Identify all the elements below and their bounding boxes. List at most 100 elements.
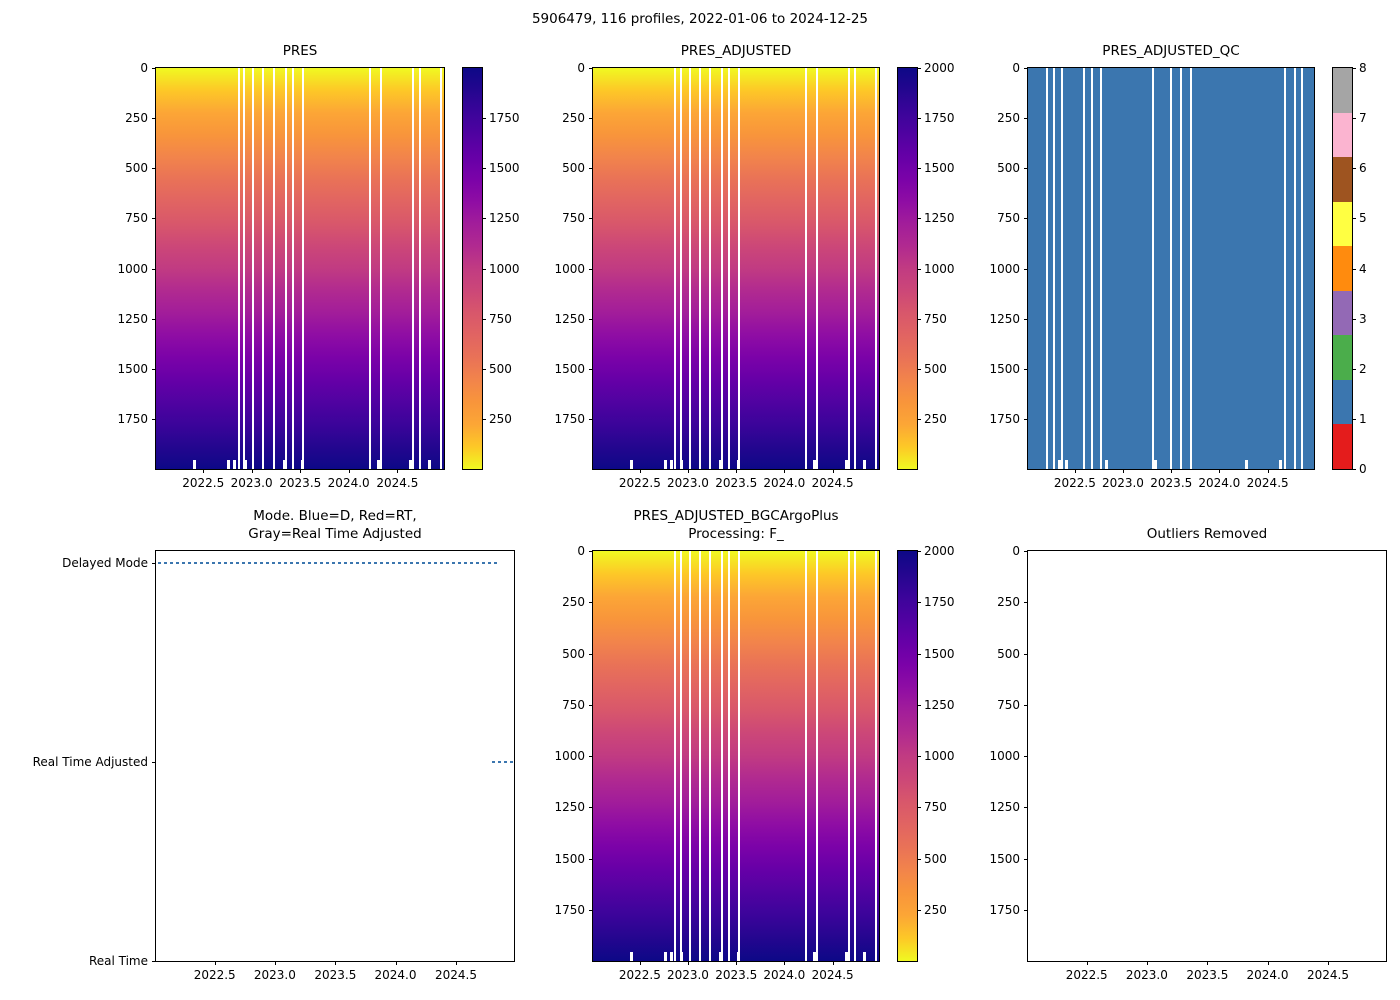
colorbar-segment <box>1333 335 1352 380</box>
colorbar-tick-mark <box>1352 118 1356 120</box>
short-profile-notch <box>812 460 816 469</box>
colorbar-tick-label: 1000 <box>489 261 520 276</box>
colorbar-tick-label: 1000 <box>924 749 955 763</box>
colorbar-tick-label: 0 <box>1359 462 1367 476</box>
x-tick-label: 2024.5 <box>435 968 477 982</box>
short-profile-notch <box>1244 460 1248 469</box>
y-tick-mark <box>152 68 156 69</box>
x-tick-label: 2024.5 <box>811 476 854 490</box>
y-tick-mark <box>152 318 156 320</box>
short-profile-notch <box>663 460 667 469</box>
x-tick-mark <box>348 469 350 473</box>
short-profile-notch <box>1279 460 1283 469</box>
y-tick-mark <box>1024 858 1028 860</box>
y-tick-mark <box>589 858 593 860</box>
colorbar-tick-mark <box>917 858 921 860</box>
short-profile-notch <box>812 952 816 961</box>
x-tick-label: 2023.5 <box>1186 968 1229 982</box>
pres-adjusted-qc-plot-area: 2022.5 2023.0 2023.5 2024.0 2024.5 0 250 500 750… <box>989 61 1315 490</box>
y-tick-label: 1250 <box>554 800 585 815</box>
missing-profile-gap <box>1082 68 1085 469</box>
missing-profile-gap <box>237 68 240 469</box>
subplot-pres-adjusted-title: PRES_ADJUSTED <box>680 43 792 60</box>
y-tick-mark <box>589 807 593 809</box>
x-tick-label: 2024.5 <box>376 476 419 490</box>
missing-profile-gap <box>738 68 740 469</box>
y-tick-label: 0 <box>1012 61 1020 75</box>
y-tick-label: 0 <box>577 544 585 558</box>
y-tick-mark <box>589 68 593 69</box>
y-tick-label: Real Time Adjusted <box>32 755 148 770</box>
y-tick-label: 750 <box>562 697 585 712</box>
x-tick-mark <box>639 961 641 965</box>
y-tick-mark <box>152 563 156 565</box>
colorbar-tick-label: 8 <box>1359 61 1367 75</box>
missing-profile-gap <box>243 68 246 469</box>
missing-profile-gap <box>673 551 676 961</box>
x-tick-mark <box>1267 961 1269 965</box>
y-tick-mark <box>152 418 156 420</box>
x-tick-mark <box>1086 961 1088 965</box>
x-tick-label: 2024.5 <box>1246 476 1289 490</box>
colorbar-tick-label: 7 <box>1359 111 1367 126</box>
short-profile-notch <box>629 460 633 469</box>
short-profile-notch <box>663 952 667 961</box>
x-tick-mark <box>397 469 399 473</box>
missing-profile-gap <box>698 68 701 469</box>
y-tick-mark <box>1024 118 1028 120</box>
colorbar-tick-mark <box>917 118 921 120</box>
colorbar-tick-label: 500 <box>924 361 947 376</box>
figure-title: 5906479, 116 profiles, 2022-01-06 to 202… <box>531 11 869 27</box>
short-profile-notch <box>844 952 848 961</box>
x-tick-label: 2023.0 <box>230 476 273 490</box>
colorbar-tick-label: 1500 <box>924 646 955 661</box>
missing-profile-gap <box>439 68 442 469</box>
x-tick-label: 2022.5 <box>618 476 661 490</box>
y-tick-mark <box>1024 368 1028 370</box>
short-profile-notch <box>629 952 633 961</box>
subplot-pres: PRES 2022.5 2023.0 2023.5 2024.0 2024.5 0 250 5… <box>117 43 445 490</box>
short-profile-notch <box>737 460 741 469</box>
x-tick-mark <box>300 469 302 473</box>
pres-adjusted-plot-area: 2022.5 2023.0 2023.5 2024.0 2024.5 0 250 500 750… <box>554 61 880 490</box>
missing-profile-gap <box>412 68 415 469</box>
x-tick-mark <box>1267 469 1269 473</box>
missing-profile-gap <box>1090 68 1093 469</box>
short-profile-notch <box>301 460 305 469</box>
colorbar-tick-mark <box>1352 268 1356 270</box>
colorbar-tick-mark <box>917 807 921 809</box>
y-tick-mark <box>1024 704 1028 706</box>
y-tick-mark <box>589 909 593 911</box>
colorbar-tick-mark <box>917 68 921 69</box>
x-tick-mark <box>274 961 276 965</box>
missing-profile-gap <box>1152 68 1155 469</box>
y-tick-mark <box>1024 756 1028 757</box>
y-tick-label: 1500 <box>117 361 148 376</box>
missing-profile-gap <box>688 68 691 469</box>
y-tick-label: 750 <box>997 211 1020 226</box>
x-tick-label: 2023.0 <box>666 476 709 490</box>
colorbar-tick-label: 1500 <box>924 161 955 176</box>
y-tick-mark <box>589 218 593 220</box>
y-tick-label: 1500 <box>989 851 1020 866</box>
colorbar-tick-mark <box>917 168 921 170</box>
colorbar-tick-mark <box>482 368 486 370</box>
missing-profile-gap <box>285 68 288 469</box>
y-tick-mark <box>152 368 156 370</box>
x-tick-label: 2024.0 <box>1246 968 1289 982</box>
missing-profile-gap <box>1052 68 1055 469</box>
x-tick-mark <box>1122 469 1124 473</box>
short-profile-notch <box>679 460 683 469</box>
missing-profile-gap <box>688 551 691 961</box>
y-tick-label: 1250 <box>989 800 1020 815</box>
x-tick-label: 2024.5 <box>811 968 854 982</box>
short-profile-notch <box>243 460 247 469</box>
colorbar-tick-mark <box>917 909 921 911</box>
colorbar-tick-mark <box>482 418 486 420</box>
subplot-pres-adjusted-bgc: PRES_ADJUSTED_BGCArgoPlus Processing: F_… <box>554 508 880 982</box>
missing-profile-gap <box>721 68 724 469</box>
short-profile-notch <box>1153 460 1157 469</box>
missing-profile-gap <box>721 551 724 961</box>
subplot-pres-adjusted-qc: PRES_ADJUSTED_QC 2022.5 2023.0 2023.5 2024.… <box>989 43 1315 490</box>
x-tick-mark <box>1219 469 1221 473</box>
